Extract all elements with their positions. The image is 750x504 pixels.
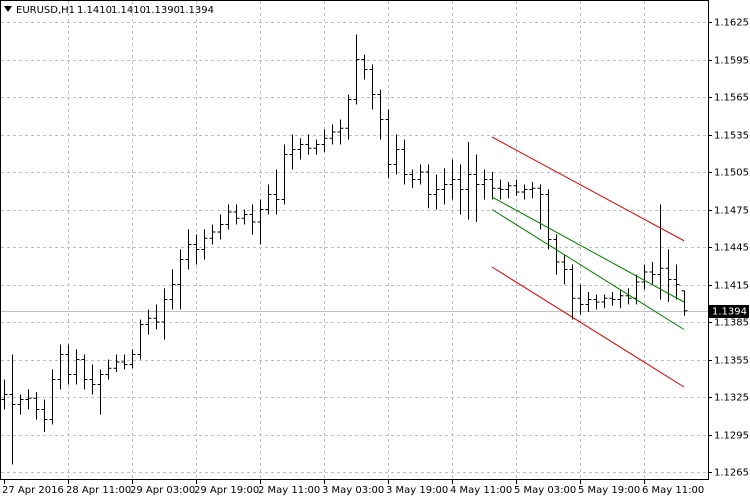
y-tick-label: 1.1565 — [714, 93, 749, 104]
y-tick-label: 1.1415 — [714, 281, 749, 292]
last-low: 1.1390 — [145, 5, 180, 16]
channel-line — [491, 266, 685, 388]
x-tick-label: 29 Apr 19:00 — [194, 485, 259, 496]
current-price-label: 1.1394 — [712, 307, 747, 318]
x-tick-label: 6 May 11:00 — [642, 485, 704, 496]
channel-line — [491, 136, 685, 242]
y-tick-label: 1.1295 — [714, 431, 749, 442]
y-tick-label: 1.1385 — [714, 318, 749, 329]
y-tick-label: 1.1445 — [714, 243, 749, 254]
y-tick-label: 1.1265 — [714, 468, 749, 479]
x-tick-label: 3 May 03:00 — [322, 485, 384, 496]
y-tick-label: 1.1505 — [714, 168, 749, 179]
y-tick-label: 1.1625 — [714, 18, 749, 29]
y-tick-label: 1.1355 — [714, 356, 749, 367]
menu-triangle[interactable] — [4, 6, 12, 12]
y-tick-label: 1.1475 — [714, 206, 749, 217]
plot-frame — [0, 0, 709, 480]
x-tick-label: 5 May 19:00 — [578, 485, 640, 496]
y-tick-label: 1.1595 — [714, 56, 749, 67]
last-high: 1.1410 — [111, 5, 146, 16]
x-tick-label: 29 Apr 03:00 — [130, 485, 195, 496]
x-tick-label: 5 May 03:00 — [514, 485, 576, 496]
current-price-tag — [709, 305, 749, 318]
channel-line — [491, 209, 685, 330]
x-tick-label: 3 May 19:00 — [386, 485, 448, 496]
y-tick-label: 1.1535 — [714, 131, 749, 142]
y-tick-label: 1.1325 — [714, 393, 749, 404]
x-tick-label: 27 Apr 2016 — [2, 485, 64, 496]
x-tick-label: 4 May 11:00 — [450, 485, 512, 496]
x-tick-label: 28 Apr 11:00 — [66, 485, 131, 496]
last-close: 1.1394 — [179, 5, 214, 16]
channel-line — [491, 196, 685, 303]
x-tick-label: 2 May 11:00 — [258, 485, 320, 496]
last-open: 1.1410 — [77, 5, 112, 16]
symbol: EURUSD,H1 — [16, 5, 75, 16]
